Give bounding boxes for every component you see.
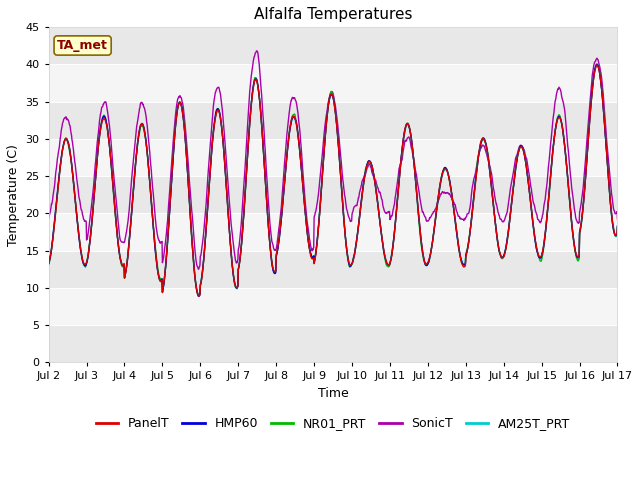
Legend: PanelT, HMP60, NR01_PRT, SonicT, AM25T_PRT: PanelT, HMP60, NR01_PRT, SonicT, AM25T_P… bbox=[91, 412, 575, 435]
X-axis label: Time: Time bbox=[317, 387, 348, 400]
Bar bbox=[49, 213, 618, 251]
Bar bbox=[49, 176, 618, 213]
Title: Alfalfa Temperatures: Alfalfa Temperatures bbox=[254, 7, 412, 22]
Bar bbox=[49, 325, 618, 362]
Bar bbox=[49, 139, 618, 176]
Bar bbox=[49, 251, 618, 288]
Text: TA_met: TA_met bbox=[57, 39, 108, 52]
Y-axis label: Temperature (C): Temperature (C) bbox=[7, 144, 20, 246]
Bar bbox=[49, 102, 618, 139]
Bar bbox=[49, 64, 618, 102]
Bar bbox=[49, 27, 618, 64]
Bar bbox=[49, 288, 618, 325]
